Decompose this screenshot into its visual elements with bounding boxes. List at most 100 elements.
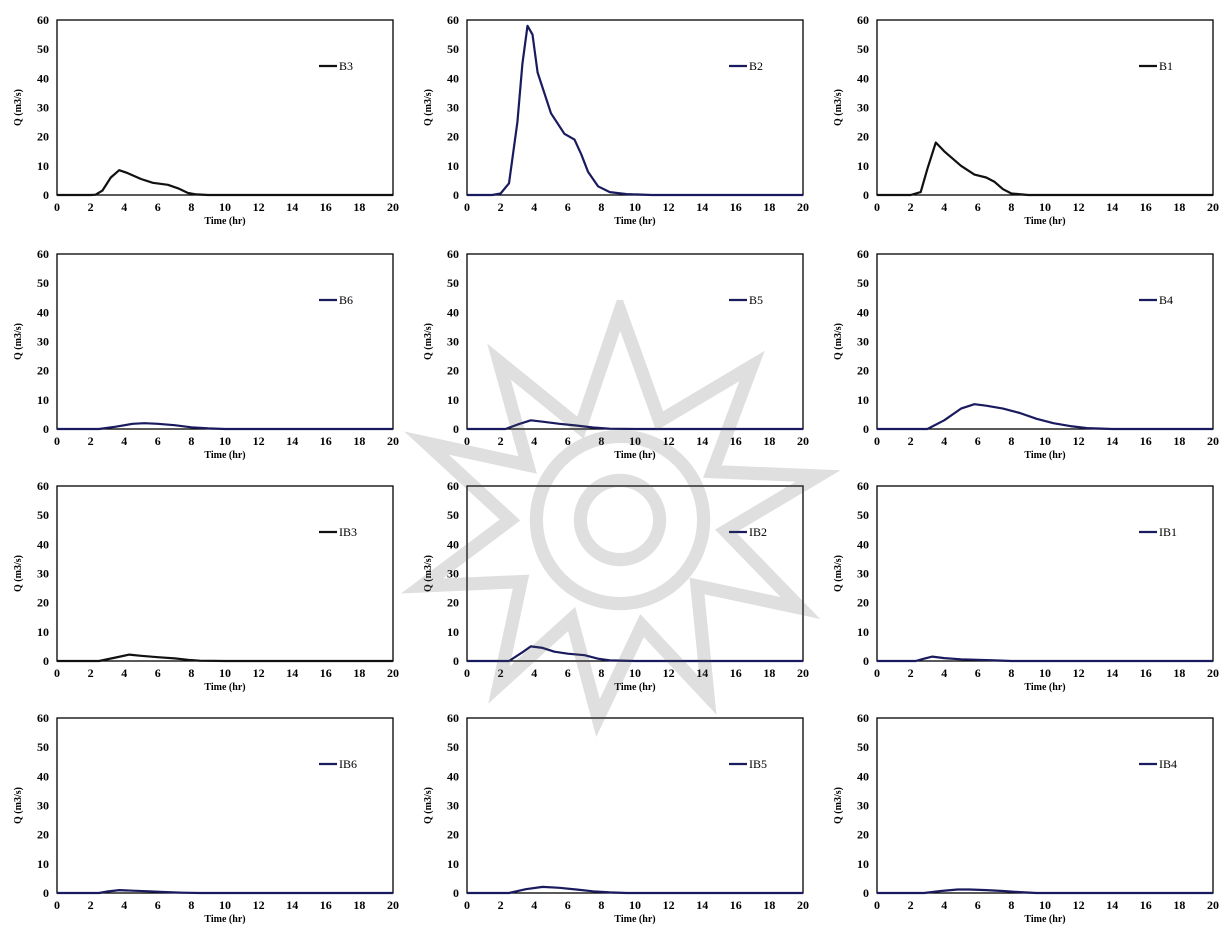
x-tick-label: 6 bbox=[565, 434, 571, 448]
x-tick-label: 16 bbox=[730, 434, 742, 448]
y-tick-label: 30 bbox=[857, 799, 869, 813]
x-tick-label: 10 bbox=[219, 434, 231, 448]
y-tick-label: 40 bbox=[37, 305, 49, 319]
x-tick-label: 4 bbox=[531, 666, 537, 680]
y-tick-label: 60 bbox=[37, 13, 49, 27]
x-tick-label: 12 bbox=[253, 898, 265, 912]
x-tick-label: 14 bbox=[1106, 666, 1118, 680]
legend-label: IB1 bbox=[1159, 525, 1177, 539]
x-tick-label: 12 bbox=[253, 666, 265, 680]
x-tick-label: 18 bbox=[1173, 666, 1185, 680]
x-tick-label: 8 bbox=[188, 898, 194, 912]
x-tick-label: 4 bbox=[941, 200, 947, 214]
x-tick-label: 8 bbox=[1008, 666, 1014, 680]
legend-label: B4 bbox=[1159, 293, 1173, 307]
x-tick-label: 14 bbox=[1106, 200, 1118, 214]
series-line bbox=[877, 888, 1213, 895]
x-tick-label: 4 bbox=[121, 666, 127, 680]
x-tick-label: 16 bbox=[320, 666, 332, 680]
x-tick-label: 0 bbox=[464, 434, 470, 448]
x-tick-label: 18 bbox=[353, 200, 365, 214]
x-axis-label: Time (hr) bbox=[204, 450, 245, 461]
y-tick-label: 50 bbox=[37, 42, 49, 56]
y-tick-label: 40 bbox=[857, 537, 869, 551]
x-tick-label: 4 bbox=[121, 434, 127, 448]
chart-panel-ib5: 0 10 20 30 40 50 60 0 2 4 6 8 10 12 14 16 18 20 Q (m3/s) Ti… bbox=[423, 711, 809, 925]
series-line bbox=[57, 422, 393, 431]
y-tick-label: 50 bbox=[447, 740, 459, 754]
x-tick-label: 4 bbox=[531, 434, 537, 448]
x-tick-label: 16 bbox=[1140, 200, 1152, 214]
y-tick-label: 60 bbox=[37, 479, 49, 493]
y-tick-label: 40 bbox=[447, 71, 459, 85]
y-tick-label: 20 bbox=[857, 364, 869, 378]
x-tick-label: 12 bbox=[1073, 666, 1085, 680]
y-tick-label: 60 bbox=[37, 247, 49, 261]
y-tick-label: 60 bbox=[447, 711, 459, 725]
x-tick-label: 18 bbox=[353, 434, 365, 448]
x-tick-label: 20 bbox=[387, 434, 399, 448]
x-tick-label: 4 bbox=[531, 898, 537, 912]
y-tick-label: 20 bbox=[447, 596, 459, 610]
x-tick-label: 20 bbox=[1207, 200, 1219, 214]
y-axis-label: Q (m3/s) bbox=[13, 787, 24, 824]
plot-frame bbox=[466, 253, 804, 430]
x-tick-label: 0 bbox=[464, 666, 470, 680]
y-tick-label: 10 bbox=[37, 159, 49, 173]
x-tick-label: 10 bbox=[1039, 434, 1051, 448]
series-line bbox=[57, 653, 393, 663]
x-tick-label: 6 bbox=[975, 666, 981, 680]
x-tick-label: 10 bbox=[629, 898, 641, 912]
legend-label: B2 bbox=[749, 59, 763, 73]
plot-frame bbox=[876, 485, 1214, 662]
x-tick-label: 14 bbox=[286, 434, 298, 448]
y-tick-label: 10 bbox=[447, 159, 459, 173]
x-tick-label: 14 bbox=[1106, 898, 1118, 912]
x-tick-label: 14 bbox=[1106, 434, 1118, 448]
x-tick-label: 0 bbox=[464, 898, 470, 912]
x-axis-label: Time (hr) bbox=[614, 216, 655, 227]
x-tick-label: 14 bbox=[696, 434, 708, 448]
y-axis-label: Q (m3/s) bbox=[833, 787, 844, 824]
x-tick-label: 2 bbox=[88, 200, 94, 214]
y-tick-label: 0 bbox=[43, 422, 49, 436]
y-tick-label: 50 bbox=[447, 276, 459, 290]
legend-label: IB3 bbox=[339, 525, 357, 539]
x-tick-label: 8 bbox=[598, 666, 604, 680]
x-tick-label: 18 bbox=[763, 434, 775, 448]
chart-panel-b4: 0 10 20 30 40 50 60 0 2 4 6 8 10 12 14 16 18 20 Q (m3/s) Ti… bbox=[833, 247, 1219, 461]
chart-panel-ib4: 0 10 20 30 40 50 60 0 2 4 6 8 10 12 14 16 18 20 Q (m3/s) Ti… bbox=[833, 711, 1219, 925]
x-tick-label: 16 bbox=[320, 434, 332, 448]
x-tick-label: 10 bbox=[1039, 666, 1051, 680]
x-tick-label: 12 bbox=[1073, 434, 1085, 448]
y-tick-label: 20 bbox=[857, 828, 869, 842]
y-tick-label: 0 bbox=[43, 886, 49, 900]
x-tick-label: 8 bbox=[598, 200, 604, 214]
x-tick-label: 6 bbox=[565, 200, 571, 214]
y-tick-label: 40 bbox=[37, 71, 49, 85]
x-tick-label: 2 bbox=[88, 666, 94, 680]
x-tick-label: 12 bbox=[1073, 898, 1085, 912]
y-tick-label: 10 bbox=[37, 625, 49, 639]
x-tick-label: 20 bbox=[797, 434, 809, 448]
x-tick-label: 0 bbox=[874, 434, 880, 448]
x-tick-label: 2 bbox=[908, 200, 914, 214]
x-tick-label: 10 bbox=[1039, 898, 1051, 912]
y-tick-label: 0 bbox=[43, 654, 49, 668]
y-tick-label: 30 bbox=[37, 101, 49, 115]
chart-panel-b2: 0 10 20 30 40 50 60 0 2 4 6 8 10 12 14 16 18 20 Q (m3/s) Ti… bbox=[423, 13, 809, 227]
x-tick-label: 6 bbox=[975, 898, 981, 912]
x-axis-label: Time (hr) bbox=[204, 914, 245, 925]
x-tick-label: 20 bbox=[387, 666, 399, 680]
x-tick-label: 2 bbox=[908, 434, 914, 448]
plot-frame bbox=[876, 717, 1214, 894]
x-tick-label: 20 bbox=[1207, 434, 1219, 448]
y-tick-label: 50 bbox=[857, 42, 869, 56]
x-tick-label: 0 bbox=[874, 898, 880, 912]
x-tick-label: 2 bbox=[498, 200, 504, 214]
y-axis-label: Q (m3/s) bbox=[833, 89, 844, 126]
x-tick-label: 6 bbox=[155, 434, 161, 448]
x-tick-label: 18 bbox=[353, 898, 365, 912]
plot-frame bbox=[466, 485, 804, 662]
chart-panel-b5: 0 10 20 30 40 50 60 0 2 4 6 8 10 12 14 16 18 20 Q (m3/s) Ti… bbox=[423, 247, 809, 461]
